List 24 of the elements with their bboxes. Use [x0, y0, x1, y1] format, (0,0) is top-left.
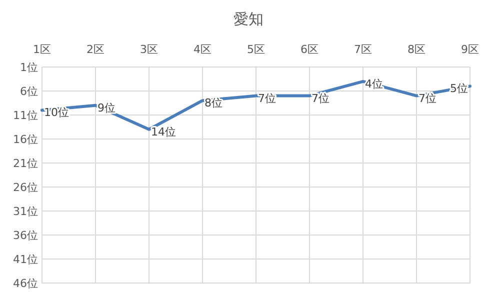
y-tick-label: 46位 [13, 277, 38, 290]
x-tick-label: 2区 [86, 43, 104, 56]
y-tick-label: 6位 [20, 85, 38, 98]
data-label: 10位 [44, 106, 69, 120]
y-tick-label: 41位 [13, 253, 38, 266]
x-tick-label: 8区 [408, 43, 426, 56]
y-tick-label: 16位 [13, 133, 38, 146]
data-label: 7位 [418, 92, 436, 105]
y-tick-label: 31位 [13, 205, 38, 218]
y-tick-label: 26位 [13, 181, 38, 194]
x-tick-label: 1区 [33, 43, 51, 56]
data-label: 7位 [312, 92, 330, 105]
x-tick-label: 9区 [461, 43, 479, 56]
x-tick-label: 6区 [300, 43, 318, 56]
x-tick-label: 5区 [247, 43, 265, 56]
y-tick-label: 21位 [13, 157, 38, 170]
data-label: 14位 [151, 125, 176, 138]
y-tick-label: 36位 [13, 229, 38, 242]
y-tick-label: 1位 [20, 61, 38, 74]
x-tick-label: 4区 [194, 43, 212, 56]
chart-title: 愛知 [234, 10, 264, 28]
x-tick-label: 7区 [354, 43, 372, 56]
y-tick-label: 11位 [13, 109, 38, 122]
x-tick-label: 3区 [140, 43, 158, 56]
